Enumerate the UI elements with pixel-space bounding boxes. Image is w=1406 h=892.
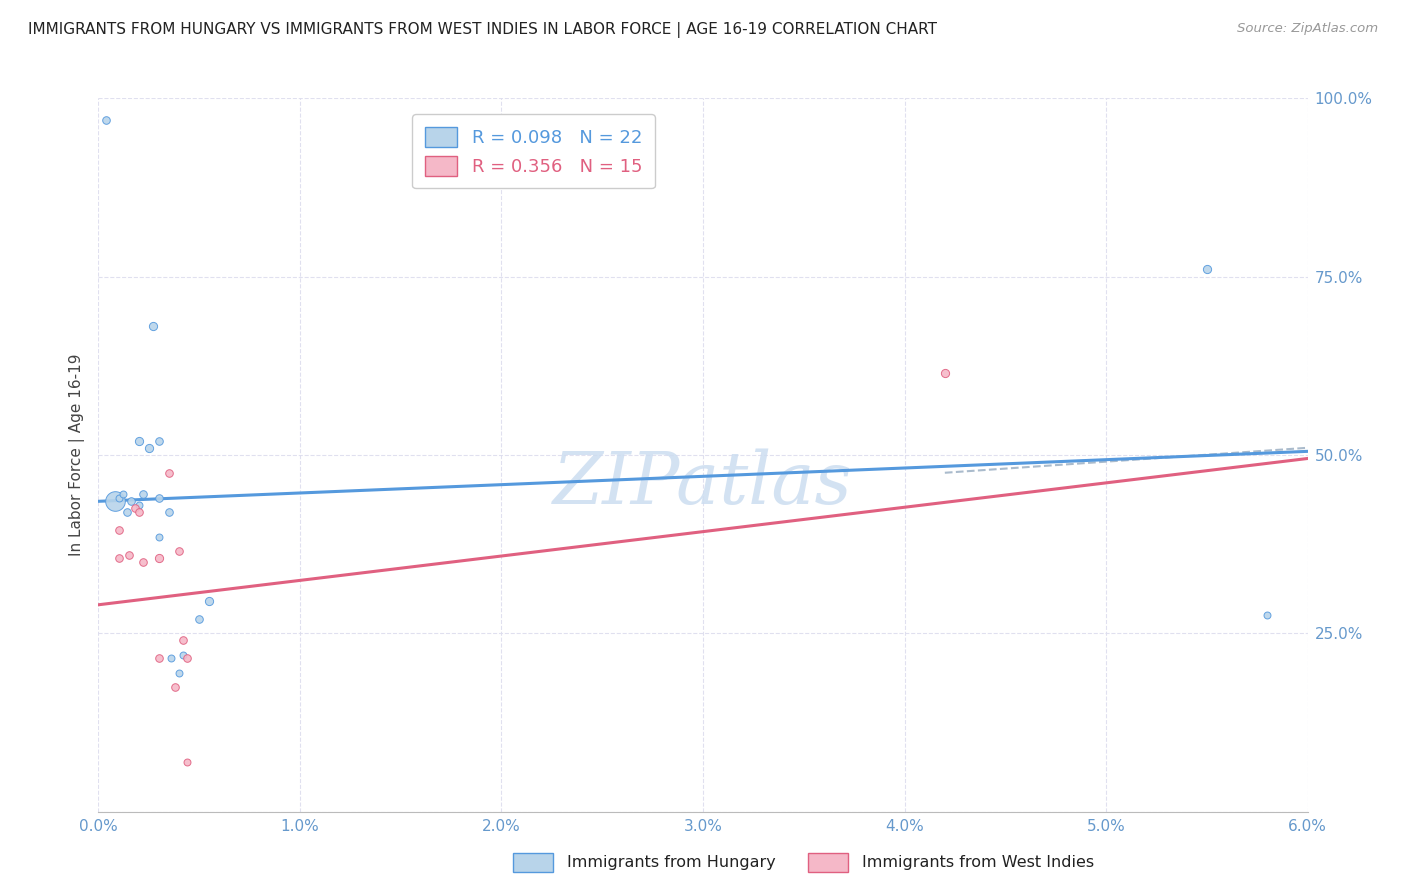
Point <box>188 612 211 626</box>
Point <box>148 651 170 665</box>
Point <box>138 441 160 455</box>
Legend: R = 0.098   N = 22, R = 0.356   N = 15: R = 0.098 N = 22, R = 0.356 N = 15 <box>412 114 655 188</box>
Point <box>142 319 165 334</box>
Point <box>157 505 180 519</box>
Point <box>163 680 186 694</box>
Point <box>107 523 129 537</box>
Point <box>107 491 129 505</box>
Point <box>111 487 134 501</box>
Point <box>128 505 150 519</box>
Point <box>132 487 155 501</box>
Point <box>172 633 194 648</box>
Point <box>132 555 155 569</box>
Point <box>148 491 170 505</box>
Point <box>157 466 180 480</box>
Point <box>103 494 125 508</box>
Point <box>118 548 141 562</box>
Point <box>115 505 138 519</box>
Text: IMMIGRANTS FROM HUNGARY VS IMMIGRANTS FROM WEST INDIES IN LABOR FORCE | AGE 16-1: IMMIGRANTS FROM HUNGARY VS IMMIGRANTS FR… <box>28 22 938 38</box>
Point <box>120 494 142 508</box>
Point <box>96 112 118 127</box>
Point <box>934 366 956 380</box>
Text: Immigrants from West Indies: Immigrants from West Indies <box>862 855 1094 870</box>
Text: Source: ZipAtlas.com: Source: ZipAtlas.com <box>1237 22 1378 36</box>
Point <box>148 551 170 566</box>
Text: Immigrants from Hungary: Immigrants from Hungary <box>567 855 775 870</box>
Point <box>176 755 198 769</box>
Point <box>1256 608 1278 623</box>
Point <box>167 544 190 558</box>
Point <box>198 594 221 608</box>
Point <box>107 551 129 566</box>
Point <box>148 434 170 448</box>
Point <box>167 665 190 680</box>
Point <box>124 501 146 516</box>
Point <box>1195 262 1218 277</box>
Point <box>148 530 170 544</box>
Point <box>160 651 183 665</box>
Point <box>172 648 194 662</box>
Y-axis label: In Labor Force | Age 16-19: In Labor Force | Age 16-19 <box>69 353 84 557</box>
Point <box>176 651 198 665</box>
Point <box>128 434 150 448</box>
Point <box>128 498 150 512</box>
Text: ZIPatlas: ZIPatlas <box>553 448 853 519</box>
